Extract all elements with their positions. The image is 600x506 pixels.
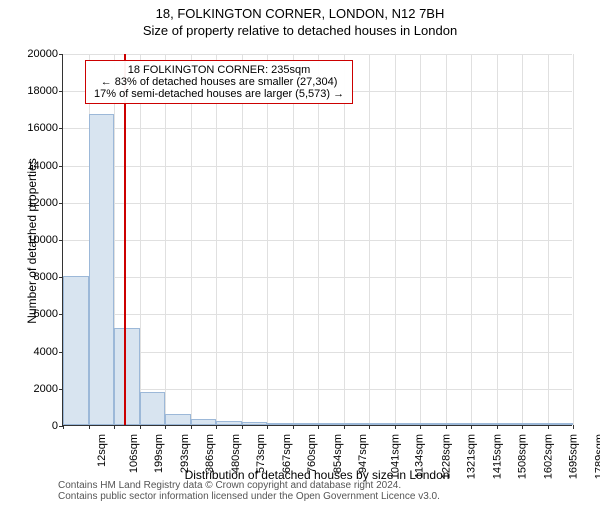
gridline-v [369, 54, 370, 425]
ytick-label: 0 [18, 420, 58, 432]
ytick-label: 16000 [18, 122, 58, 134]
ytick-mark [59, 54, 63, 55]
xtick-mark [63, 425, 64, 429]
xtick-mark [89, 425, 90, 429]
page-title: 18, FOLKINGTON CORNER, LONDON, N12 7BH [0, 6, 600, 21]
gridline-v [420, 54, 421, 425]
xtick-mark [471, 425, 472, 429]
gridline-v [497, 54, 498, 425]
histogram-bar [216, 421, 242, 425]
gridline-v [446, 54, 447, 425]
xtick-mark [369, 425, 370, 429]
gridline-v [522, 54, 523, 425]
gridline-v [548, 54, 549, 425]
gridline-v [344, 54, 345, 425]
histogram-bar [522, 423, 548, 425]
xtick-mark [344, 425, 345, 429]
annotation-box: 18 FOLKINGTON CORNER: 235sqm← 83% of det… [85, 60, 353, 104]
xtick-mark [446, 425, 447, 429]
histogram-bar [497, 423, 522, 425]
xtick-mark [140, 425, 141, 429]
ytick-mark [59, 91, 63, 92]
gridline-v [191, 54, 192, 425]
xtick-mark [165, 425, 166, 429]
histogram-bar [140, 392, 165, 425]
xtick-mark [293, 425, 294, 429]
histogram-bar [242, 422, 267, 425]
ytick-mark [59, 128, 63, 129]
histogram-bar [114, 328, 140, 425]
xtick-mark [573, 425, 574, 429]
histogram-bar [344, 423, 369, 425]
annotation-line: ← 83% of detached houses are smaller (27… [94, 76, 344, 88]
ytick-label: 20000 [18, 48, 58, 60]
xtick-mark [497, 425, 498, 429]
footer-line1: Contains HM Land Registry data © Crown c… [58, 480, 440, 491]
xtick-mark [395, 425, 396, 429]
gridline-v [293, 54, 294, 425]
xtick-mark [420, 425, 421, 429]
xtick-mark [267, 425, 268, 429]
gridline-v [140, 54, 141, 425]
y-axis-label: Number of detached properties [25, 141, 39, 341]
histogram-bar [63, 276, 89, 425]
gridline-v [573, 54, 574, 425]
xtick-label: 1789sqm [593, 434, 600, 479]
xtick-mark [216, 425, 217, 429]
ytick-label: 4000 [18, 346, 58, 358]
gridline-v [267, 54, 268, 425]
xtick-mark [548, 425, 549, 429]
histogram-bar [165, 414, 191, 425]
chart-area: 0200040006000800010000120001400016000180… [62, 54, 572, 426]
ytick-mark [59, 203, 63, 204]
histogram-bar [369, 423, 395, 425]
gridline-v [165, 54, 166, 425]
gridline-v [216, 54, 217, 425]
footer-line2: Contains public sector information licen… [58, 491, 440, 502]
page-subtitle: Size of property relative to detached ho… [0, 23, 600, 38]
histogram-bar [548, 423, 573, 425]
annotation-line: 18 FOLKINGTON CORNER: 235sqm [94, 64, 344, 76]
footer-attribution: Contains HM Land Registry data © Crown c… [58, 480, 440, 502]
ytick-mark [59, 166, 63, 167]
ytick-label: 18000 [18, 85, 58, 97]
histogram-bar [420, 423, 446, 425]
histogram-bar [318, 423, 344, 425]
histogram-bar [395, 423, 420, 425]
xtick-label: 12sqm [96, 434, 108, 467]
gridline-v [242, 54, 243, 425]
gridline-v [471, 54, 472, 425]
xtick-mark [114, 425, 115, 429]
histogram-bar [471, 423, 497, 425]
gridline-v [395, 54, 396, 425]
xtick-mark [522, 425, 523, 429]
ytick-mark [59, 240, 63, 241]
xtick-mark [191, 425, 192, 429]
gridline-v [318, 54, 319, 425]
histogram-bar [89, 114, 114, 425]
xtick-mark [242, 425, 243, 429]
xtick-mark [318, 425, 319, 429]
marker-line [124, 54, 126, 425]
histogram-bar [446, 423, 471, 425]
histogram-bar [267, 423, 293, 425]
annotation-line: 17% of semi-detached houses are larger (… [94, 88, 344, 100]
plot-area: 0200040006000800010000120001400016000180… [62, 54, 572, 426]
histogram-bar [191, 419, 216, 425]
histogram-bar [293, 423, 318, 425]
ytick-label: 2000 [18, 383, 58, 395]
